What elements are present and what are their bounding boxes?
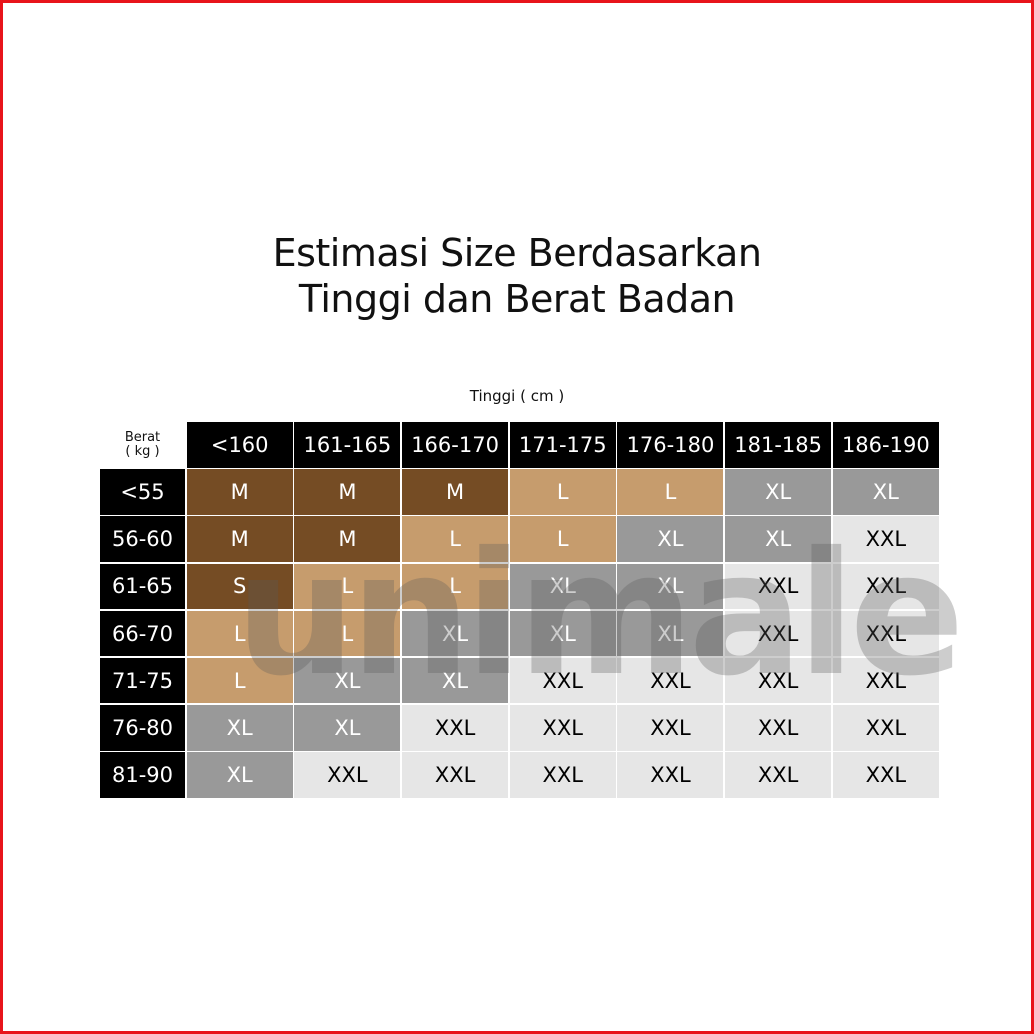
page-title: Estimasi Size Berdasarkan Tinggi dan Ber… <box>0 230 1034 322</box>
size-cell: XL <box>186 705 293 751</box>
column-header: 166-170 <box>402 422 509 468</box>
size-cell: L <box>294 563 401 610</box>
size-cell: XL <box>617 563 724 610</box>
size-cell: M <box>402 469 509 515</box>
column-header: 186-190 <box>832 422 939 468</box>
size-cell: XL <box>725 516 832 562</box>
size-cell: XXL <box>509 752 616 798</box>
height-axis-label: Tinggi ( cm ) <box>469 387 565 405</box>
size-cell: M <box>186 516 293 562</box>
size-cell: L <box>509 469 616 515</box>
row-header: 76-80 <box>100 705 185 751</box>
size-cell: XXL <box>402 705 509 751</box>
size-cell: L <box>402 516 509 562</box>
weight-label-line-2: ( kg ) <box>125 443 160 459</box>
size-cell: L <box>402 563 509 610</box>
size-cell: XXL <box>725 563 832 610</box>
size-cell: XL <box>832 469 939 515</box>
row-header: 66-70 <box>100 610 185 657</box>
size-cell: XXL <box>832 516 939 562</box>
size-cell: M <box>294 516 401 562</box>
size-cell: XL <box>294 657 401 704</box>
size-cell: L <box>509 516 616 562</box>
column-header: <160 <box>186 422 293 468</box>
size-cell: XXL <box>509 657 616 704</box>
size-cell: XXL <box>509 705 616 751</box>
size-cell: XXL <box>294 752 401 798</box>
size-cell: XL <box>186 752 293 798</box>
size-cell: XL <box>617 610 724 657</box>
size-cell: XL <box>402 657 509 704</box>
column-header: 181-185 <box>725 422 832 468</box>
size-cell: XL <box>402 610 509 657</box>
size-cell: XL <box>509 563 616 610</box>
size-cell: L <box>617 469 724 515</box>
column-header: 161-165 <box>294 422 401 468</box>
row-header: 71-75 <box>100 657 185 704</box>
size-cell: XL <box>509 610 616 657</box>
size-cell: XXL <box>832 752 939 798</box>
size-cell: XXL <box>832 657 939 704</box>
size-cell: XXL <box>617 705 724 751</box>
weight-label-line-1: Berat <box>124 429 161 445</box>
size-table: Berat ( kg ) <160 161-165 166-170 171-175 17… <box>100 422 939 798</box>
title-line-1: Estimasi Size Berdasarkan <box>272 231 762 275</box>
row-header: 61-65 <box>100 563 185 610</box>
size-cell: XXL <box>832 610 939 657</box>
size-cell: L <box>294 610 401 657</box>
size-cell: M <box>186 469 293 515</box>
weight-axis-label: Berat ( kg ) <box>100 422 185 468</box>
row-header: <55 <box>100 469 185 515</box>
title-line-2: Tinggi dan Berat Badan <box>298 277 736 321</box>
size-cell: L <box>186 657 293 704</box>
size-cell: XXL <box>832 705 939 751</box>
column-header: 176-180 <box>617 422 724 468</box>
size-cell: XXL <box>725 705 832 751</box>
size-cell: XXL <box>617 657 724 704</box>
size-cell: M <box>294 469 401 515</box>
size-cell: XXL <box>617 752 724 798</box>
size-cell: XL <box>725 469 832 515</box>
size-cell: XL <box>294 705 401 751</box>
column-header: 171-175 <box>509 422 616 468</box>
size-cell: S <box>186 563 293 610</box>
row-header: 81-90 <box>100 752 185 798</box>
size-cell: XXL <box>402 752 509 798</box>
size-cell: XXL <box>832 563 939 610</box>
size-cell: XXL <box>725 657 832 704</box>
size-cell: L <box>186 610 293 657</box>
size-cell: XL <box>617 516 724 562</box>
row-header: 56-60 <box>100 516 185 562</box>
size-cell: XXL <box>725 610 832 657</box>
size-cell: XXL <box>725 752 832 798</box>
